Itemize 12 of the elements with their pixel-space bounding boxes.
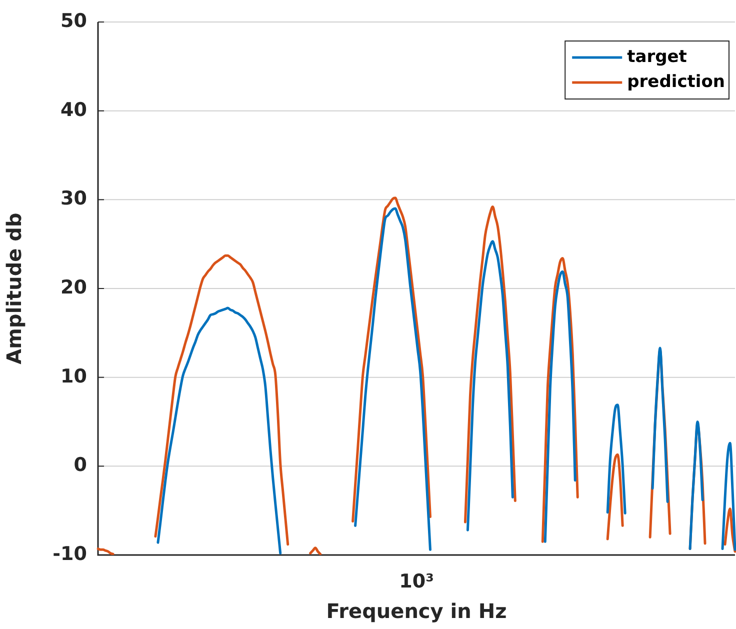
text: 10³ xyxy=(399,570,434,592)
x-axis-title: Frequency in Hz xyxy=(326,599,507,624)
y-tick-label: 40 xyxy=(60,98,87,121)
y-tick-label: 10 xyxy=(60,365,87,388)
y-tick-label: 20 xyxy=(60,276,87,298)
y-tick-label: 0 xyxy=(74,454,87,476)
y-tick-label: 50 xyxy=(60,10,87,32)
y-tick-label: 30 xyxy=(60,188,87,210)
legend-label: prediction xyxy=(627,72,726,92)
y-tick-label: -10 xyxy=(52,542,87,565)
y-axis-title: Amplitude db xyxy=(2,212,26,364)
legend-label: target xyxy=(627,46,687,67)
